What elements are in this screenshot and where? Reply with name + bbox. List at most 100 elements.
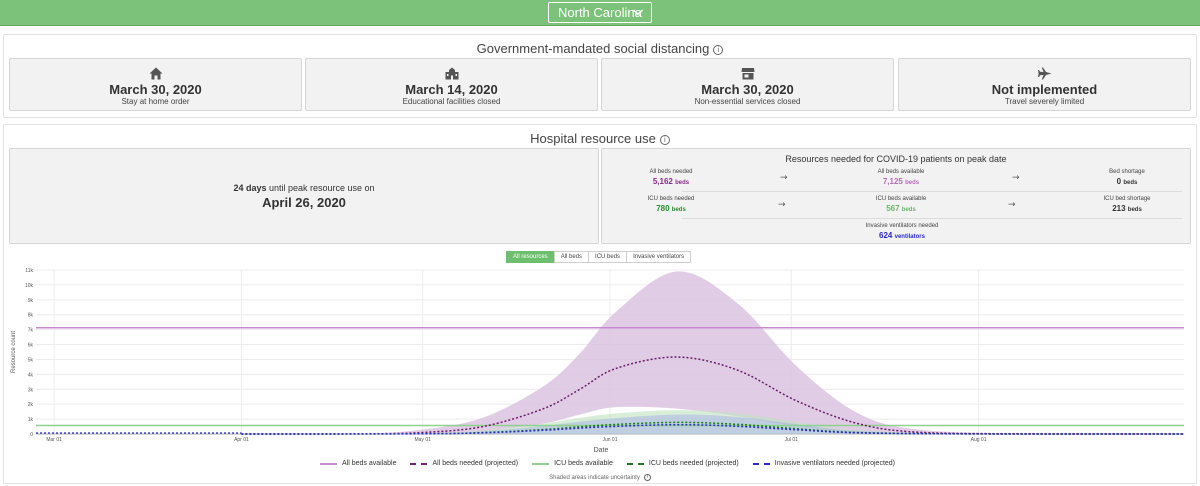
chart-ticks: 0 1k 2k 3k 4k 5k 6k 7k 8k 9k 10k 11k Mar 01 Apr 01 May… (25, 268, 987, 443)
stay-at-home-date: March 30, 2020 (109, 82, 202, 97)
separator (682, 191, 1182, 192)
state-dropdown[interactable]: North Carolina (548, 2, 652, 23)
unit-beds: beds (901, 207, 916, 213)
x-axis-label: Date (594, 447, 609, 454)
y-tick-label: 8k (28, 313, 34, 319)
days-text: until peak resource use on (266, 183, 375, 193)
non-essential-closed-label: Non-essential services closed (694, 97, 801, 106)
icu-shortage-label: ICU bed shortage (1103, 196, 1151, 202)
travel-limited-label: Travel severely limited (1004, 97, 1085, 106)
peak-date: April 26, 2020 (262, 195, 346, 210)
y-tick-label: 3k (28, 387, 34, 393)
home-icon (149, 67, 162, 80)
educational-closed-label: Educational facilities closed (402, 97, 501, 106)
all-beds-band (241, 271, 1184, 435)
bed-shortage-value: 0 (1116, 177, 1122, 186)
hospital-resource-title: Hospital resource use i (4, 131, 1196, 146)
chart-series-lines (36, 327, 1185, 435)
y-tick-label: 0 (30, 432, 33, 438)
social-distancing-title: Government-mandated social distancing i (4, 41, 1196, 56)
legend-icu-beds-available[interactable]: ICU beds available (532, 460, 613, 467)
info-icon[interactable]: i (643, 474, 651, 481)
educational-closed-date: March 14, 2020 (405, 82, 498, 97)
state-dropdown-label: North Carolina (558, 5, 642, 20)
icu-shortage-value: 213 (1112, 204, 1126, 213)
ventilator-band (241, 414, 1184, 434)
y-tick-label: 7k (28, 328, 34, 334)
x-tick-label: Jul 01 (785, 437, 799, 443)
legend-all-beds-needed[interactable]: All beds needed (projected) (410, 460, 518, 467)
arrow-right-icon: → (778, 200, 786, 210)
resources-needed-card: Resources needed for COVID-19 patients o… (601, 148, 1191, 244)
chart-uncertainty-bands (241, 271, 1184, 435)
stay-at-home-label: Stay at home order (121, 97, 190, 106)
all-beds-needed-line (241, 356, 1185, 435)
bed-shortage: Bed shortage 0 beds (1072, 169, 1182, 186)
tab-all-beds[interactable]: All beds (553, 251, 590, 263)
legend-swatch (752, 462, 770, 465)
unit-ventilators: ventilators (894, 234, 925, 240)
icu-needed-value: 780 (656, 204, 670, 213)
y-tick-label: 9k (28, 298, 34, 304)
tab-invasive-ventilators[interactable]: Invasive ventilators (626, 251, 692, 263)
legend-label: Invasive ventilators needed (projected) (774, 460, 895, 467)
social-distancing-title-text: Government-mandated social distancing (476, 41, 710, 56)
legend-all-beds-available[interactable]: All beds available (320, 460, 396, 467)
icu-beds-needed: ICU beds needed 780 beds (616, 196, 726, 213)
header-bar: North Carolina (0, 0, 1200, 26)
all-beds-available-value: 7,125 (882, 177, 903, 186)
legend-swatch (626, 462, 644, 465)
arrow-right-icon: → (1008, 200, 1016, 210)
days-until-peak: 24 days until peak resource use on (10, 183, 598, 193)
icu-available-label: ICU beds available (875, 196, 927, 202)
all-beds-available: All beds available 7,125 beds (846, 169, 956, 186)
y-tick-label: 10k (25, 283, 34, 289)
info-icon[interactable]: i (713, 45, 724, 55)
y-tick-label: 5k (28, 357, 34, 363)
icu-band (241, 410, 1184, 434)
unit-beds: beds (675, 180, 690, 186)
x-tick-label: Jun 01 (602, 437, 617, 443)
y-tick-label: 1k (28, 417, 34, 423)
chevron-down-icon (633, 9, 643, 16)
ventilators-needed: Invasive ventilators needed 624 ventilat… (842, 223, 962, 240)
y-axis-label: Resource count (11, 331, 17, 373)
x-tick-label: May 01 (414, 437, 431, 443)
unit-beds: beds (905, 180, 920, 186)
legend-label: ICU beds available (554, 460, 613, 467)
educational-closed-card: March 14, 2020 Educational facilities cl… (305, 58, 598, 111)
airplane-icon (1037, 67, 1051, 80)
y-tick-label: 11k (25, 268, 33, 274)
resource-tabs: All resources All beds ICU beds Invasive… (506, 251, 692, 263)
icu-beds-available: ICU beds available 567 beds (846, 196, 956, 213)
legend-label: All beds needed (projected) (432, 460, 519, 467)
y-tick-label: 6k (28, 343, 34, 349)
separator (682, 218, 1182, 219)
chart-legend: All beds available All beds needed (proj… (320, 459, 909, 468)
arrow-right-icon: → (780, 173, 788, 183)
y-tick-label: 2k (28, 402, 34, 408)
unit-beds: beds (671, 207, 686, 213)
x-tick-label: Aug 01 (971, 437, 987, 443)
legend-swatch (320, 462, 337, 465)
legend-ventilators-needed[interactable]: Invasive ventilators needed (projected) (752, 460, 895, 467)
all-beds-needed-label: All beds needed (649, 169, 693, 175)
arrow-right-icon: → (1012, 173, 1020, 183)
all-beds-needed: All beds needed 5,162 beds (616, 169, 726, 186)
uncertainty-note-text: Shaded areas indicate uncertainty (549, 475, 640, 481)
stay-at-home-card: March 30, 2020 Stay at home order (9, 58, 302, 111)
store-icon (741, 68, 754, 80)
peak-summary-card: 24 days until peak resource use on April… (9, 148, 599, 244)
x-tick-label: Apr 01 (234, 437, 249, 443)
resources-needed-title: Resources needed for COVID-19 patients o… (785, 154, 1007, 164)
unit-beds: beds (1123, 180, 1138, 186)
info-icon[interactable]: i (659, 135, 670, 145)
legend-swatch (532, 462, 550, 465)
legend-icu-beds-needed[interactable]: ICU beds needed (projected) (626, 460, 739, 467)
ventilators-needed-line (241, 423, 1185, 435)
icu-available-value: 567 (886, 204, 900, 213)
non-essential-closed-card: March 30, 2020 Non-essential services cl… (601, 58, 894, 111)
days-count: 24 days (233, 183, 267, 193)
legend-swatch (410, 462, 428, 465)
